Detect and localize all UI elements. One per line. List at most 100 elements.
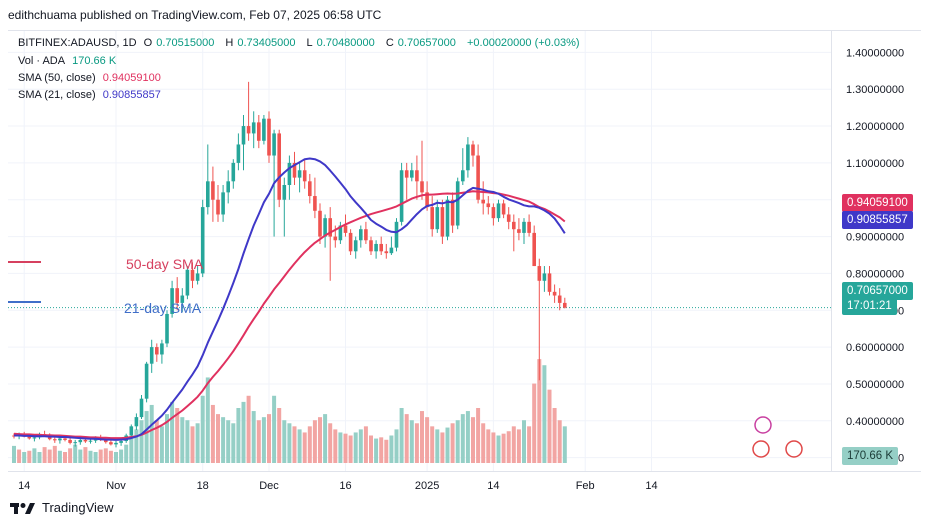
candle-body bbox=[333, 236, 338, 241]
legend-o-label: O bbox=[143, 37, 153, 49]
publisher-caption: edithchuama published on TradingView.com… bbox=[8, 8, 382, 22]
volume-bar bbox=[32, 448, 37, 463]
x-tick-label: 14 bbox=[487, 480, 499, 492]
annotation-21-day-sma: 21-day SMA bbox=[124, 300, 202, 316]
volume-bar bbox=[516, 429, 521, 463]
volume-bar bbox=[17, 449, 22, 463]
volume-bar bbox=[27, 450, 32, 463]
legend-sma21-row: SMA (21, close) 0.90855857 bbox=[18, 89, 165, 101]
candle-body bbox=[175, 288, 179, 303]
candle-body bbox=[318, 210, 322, 237]
legend-open: 0.70515000 bbox=[156, 37, 215, 49]
volume-bar bbox=[282, 420, 287, 463]
candle-body bbox=[73, 442, 77, 444]
candle-body bbox=[415, 170, 419, 182]
candle-body bbox=[338, 225, 343, 241]
candle-body bbox=[251, 122, 256, 134]
volume-bar bbox=[476, 408, 481, 463]
candle-body bbox=[257, 122, 261, 141]
candle-body bbox=[537, 266, 542, 281]
candle-body bbox=[262, 118, 266, 141]
volume-bar bbox=[52, 445, 57, 463]
candle-body bbox=[282, 185, 287, 200]
volume-bar bbox=[124, 444, 129, 463]
volume-bar bbox=[256, 420, 261, 463]
y-tick-label: 0.90000000 bbox=[846, 232, 904, 244]
x-tick-label: Dec bbox=[259, 480, 279, 492]
volume-bar bbox=[562, 426, 567, 463]
volume-bar bbox=[420, 411, 424, 463]
candle-body bbox=[369, 240, 373, 252]
candle-body bbox=[292, 162, 297, 178]
candle-body bbox=[343, 225, 348, 233]
candle-body bbox=[104, 439, 108, 443]
candle-body bbox=[430, 207, 434, 230]
footer-brand[interactable]: TradingView bbox=[10, 500, 114, 515]
volume-bar bbox=[471, 417, 475, 463]
candle-body bbox=[170, 288, 174, 314]
y-tick-label: 1.30000000 bbox=[846, 84, 904, 96]
volume-bar bbox=[129, 438, 134, 463]
y-tick-label: 0.50000000 bbox=[846, 379, 904, 391]
candlestick-chart[interactable]: 1.40000000 1.30000000 1.20000000 1.10000000… bbox=[8, 31, 921, 501]
volume-bar bbox=[440, 432, 445, 463]
volume-bar bbox=[210, 404, 215, 463]
candle-body bbox=[512, 221, 516, 230]
legend-ohlc-row: BITFINEX:ADAUSD, 1D O 0.70515000 H 0.73405… bbox=[18, 37, 584, 49]
badge-last-price: 0.70657000 bbox=[842, 282, 913, 300]
candle-body bbox=[496, 203, 501, 219]
volume-bar bbox=[37, 452, 42, 463]
volume-bar bbox=[506, 431, 511, 463]
x-tick-label: 18 bbox=[197, 480, 209, 492]
legend-vol-value: 170.66 K bbox=[72, 55, 117, 67]
volume-bar bbox=[12, 445, 16, 463]
volume-bar bbox=[511, 426, 516, 463]
volume-bar bbox=[267, 414, 271, 463]
volume-bar bbox=[190, 426, 195, 463]
volume-bar bbox=[379, 437, 384, 463]
volume-bar bbox=[63, 452, 67, 463]
legend-h-label: H bbox=[225, 37, 234, 49]
candle-body bbox=[53, 439, 57, 441]
candle-body bbox=[399, 170, 404, 222]
legend-vol-label: Vol · ADA bbox=[18, 55, 66, 67]
volume-bar bbox=[57, 450, 62, 463]
candle-body bbox=[297, 170, 302, 178]
volume-bar bbox=[348, 435, 353, 463]
volume-bar bbox=[394, 429, 399, 463]
candle-body bbox=[394, 221, 399, 248]
chart-area[interactable]: 1.40000000 1.30000000 1.20000000 1.10000000… bbox=[8, 30, 921, 501]
candle-body bbox=[308, 181, 312, 197]
volume-bar bbox=[272, 395, 277, 463]
candle-body bbox=[527, 221, 531, 233]
legend-sma50-label: SMA (50, close) bbox=[18, 72, 96, 84]
candle-body bbox=[348, 232, 353, 252]
footer-brand-label: TradingView bbox=[42, 500, 114, 515]
candle-body bbox=[267, 118, 271, 156]
badge-sma50: 0.94059100 bbox=[842, 194, 913, 212]
candle-body bbox=[12, 435, 16, 437]
candle-body bbox=[542, 273, 547, 281]
volume-bar bbox=[139, 420, 144, 463]
candle-body bbox=[522, 221, 526, 233]
candle-body bbox=[389, 247, 394, 254]
candle-body bbox=[246, 126, 251, 134]
candle-body bbox=[195, 273, 200, 281]
volume-bar bbox=[73, 444, 78, 463]
event-marker-icon bbox=[754, 416, 772, 434]
volume-bar bbox=[144, 411, 149, 463]
volume-bar bbox=[552, 408, 557, 463]
us-flag-event-icon bbox=[785, 440, 803, 458]
candle-body bbox=[491, 207, 496, 219]
candle-body bbox=[27, 436, 32, 439]
volume-bar bbox=[409, 420, 414, 463]
candle-body bbox=[506, 214, 511, 222]
volume-bar bbox=[328, 423, 333, 463]
legend-l-label: L bbox=[306, 37, 313, 49]
candle-body bbox=[379, 243, 383, 252]
candle-body bbox=[221, 192, 225, 215]
volume-bar bbox=[200, 395, 205, 463]
volume-bar bbox=[369, 435, 373, 463]
candle-body bbox=[180, 295, 185, 303]
volume-bar bbox=[430, 426, 435, 463]
